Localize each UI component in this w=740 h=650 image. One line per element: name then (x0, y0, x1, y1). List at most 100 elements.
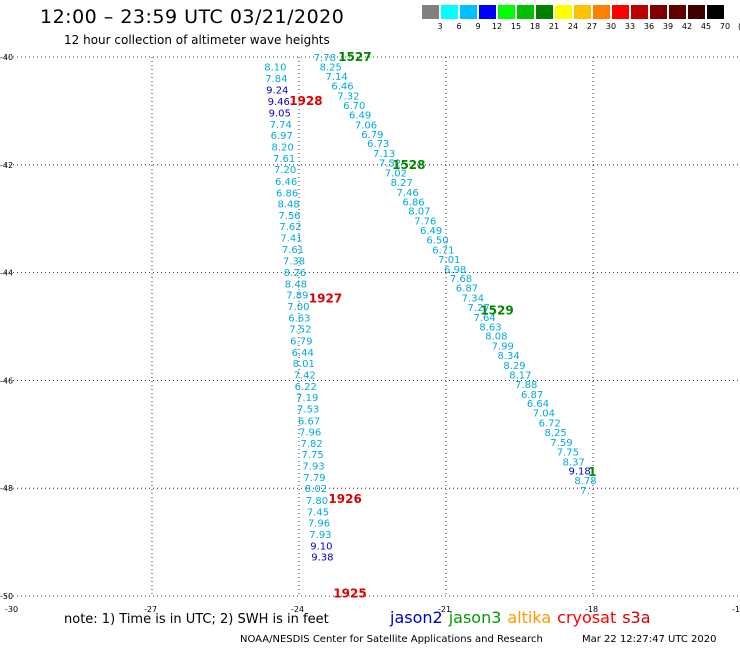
y-tick-label: -46 (0, 376, 13, 385)
data-label: 7.75 (301, 450, 323, 461)
data-label: 8.27 (391, 178, 413, 189)
legend-swatch (536, 5, 553, 19)
legend-label: 30 (605, 22, 617, 31)
time-label: 1528 (392, 158, 425, 172)
satellite-cryosat: cryosat (557, 608, 617, 627)
data-label: 7.01 (438, 255, 460, 266)
data-label: 9.46 (268, 97, 290, 108)
data-points: 8.107.849.249.469.057.746.978.207.617.20… (264, 53, 596, 564)
data-label: 7. (580, 486, 590, 497)
y-tick-label: -50 (0, 592, 13, 601)
data-label: 9.18 (569, 466, 591, 477)
data-label: 7.38 (283, 257, 305, 268)
page-title: 12:00 – 23:59 UTC 03/21/2020 (40, 6, 345, 28)
data-label: 6.97 (271, 131, 293, 142)
data-label: 7.02 (385, 168, 407, 179)
legend-label: 9 (475, 22, 481, 31)
legend-label: 45 (700, 22, 712, 31)
data-label: 6.70 (343, 101, 365, 112)
data-label: 7.52 (379, 159, 401, 170)
legend-swatch (441, 5, 458, 19)
data-label: 6.49 (420, 226, 442, 237)
data-label: 7.61 (273, 154, 295, 165)
y-tick-label: -44 (0, 269, 13, 278)
legend-swatch (631, 5, 648, 19)
data-label: 9.24 (266, 85, 288, 96)
y-tick-label: -48 (0, 484, 13, 493)
legend-label: 39 (662, 22, 674, 31)
data-label: 8.78 (574, 476, 596, 487)
legend-label: 36 (643, 22, 655, 31)
data-label: 8.29 (503, 361, 525, 372)
data-label: 9.05 (269, 109, 291, 120)
page-subtitle: 12 hour collection of altimeter wave hei… (64, 33, 330, 47)
legend-swatch (422, 5, 439, 19)
legend-swatch (460, 5, 477, 19)
data-label: 7.74 (270, 120, 292, 131)
data-label: 7.64 (473, 313, 495, 324)
legend-label: 27 (586, 22, 598, 31)
y-tick-label: -42 (0, 161, 13, 170)
data-label: 7.56 (278, 211, 300, 222)
data-label: 7.00 (287, 302, 309, 313)
x-tick-label: -21 (438, 605, 451, 614)
legend-label: 12 (491, 22, 503, 31)
legend-swatch (593, 5, 610, 19)
data-label: 7.88 (515, 380, 537, 391)
data-label: 6.73 (367, 139, 389, 150)
data-label: 7.45 (307, 507, 329, 518)
satellite-legend: jason2 jason3 altika cryosat s3a (390, 608, 657, 627)
data-label: 7.80 (306, 496, 328, 507)
time-label: 1925 (333, 586, 366, 600)
time-label: 1529 (480, 303, 513, 317)
time-label: 1927 (309, 291, 342, 305)
data-label: 6.71 (432, 245, 454, 256)
data-label: 7.93 (309, 530, 331, 541)
data-label: 7.34 (462, 293, 484, 304)
data-label: 7.06 (355, 120, 377, 131)
data-label: 7.78 (314, 53, 336, 64)
data-label: 6.86 (276, 188, 298, 199)
data-label: 7.46 (397, 188, 419, 199)
legend-swatch (498, 5, 515, 19)
legend-label: 15 (510, 22, 522, 31)
data-label: 7.14 (325, 72, 347, 83)
data-label: 8.37 (563, 457, 585, 468)
time-labels: 1527 1528 1529 1 1928 1927 1926 1925 (289, 50, 596, 600)
satellite-s3a: s3a (622, 608, 651, 627)
legend-label: 70 (719, 22, 731, 31)
time-label: 1 (588, 465, 596, 479)
satellite-altika: altika (507, 608, 552, 627)
data-label: 8.20 (272, 142, 294, 153)
data-label: 7.32 (337, 91, 359, 102)
data-label: 6.50 (426, 236, 448, 247)
data-label: 8.02 (305, 484, 327, 495)
data-label: 8.17 (509, 370, 531, 381)
legend-label: 24 (567, 22, 579, 31)
data-label: 7.96 (299, 428, 321, 439)
legend-label: 6 (456, 22, 462, 31)
time-label: 1527 (338, 50, 371, 64)
data-label: 6.79 (361, 130, 383, 141)
data-label: 7.62 (279, 222, 301, 233)
data-label: 6.87 (521, 390, 543, 401)
legend-label: 21 (548, 22, 560, 31)
data-label: 6.79 (290, 337, 312, 348)
data-label: 7.41 (280, 234, 302, 245)
data-label: 7.20 (274, 165, 296, 176)
data-label: 7.89 (286, 291, 308, 302)
data-label: 7.59 (550, 438, 572, 449)
legend-swatch (479, 5, 496, 19)
data-label: 7.42 (294, 370, 316, 381)
legend-swatch (555, 5, 572, 19)
data-label: 7.93 (302, 462, 324, 473)
grid-lines (5, 56, 740, 597)
data-label: 8.08 (485, 332, 507, 343)
footer-credit: NOAA/NESDIS Center for Satellite Applica… (240, 634, 543, 645)
data-label: 8.01 (293, 359, 315, 370)
legend-swatch (517, 5, 534, 19)
data-label: 6.87 (456, 284, 478, 295)
footer-timestamp: Mar 22 12:27:47 UTC 2020 (582, 634, 717, 645)
data-label: 7.96 (308, 519, 330, 530)
data-label: 6.49 (349, 111, 371, 122)
